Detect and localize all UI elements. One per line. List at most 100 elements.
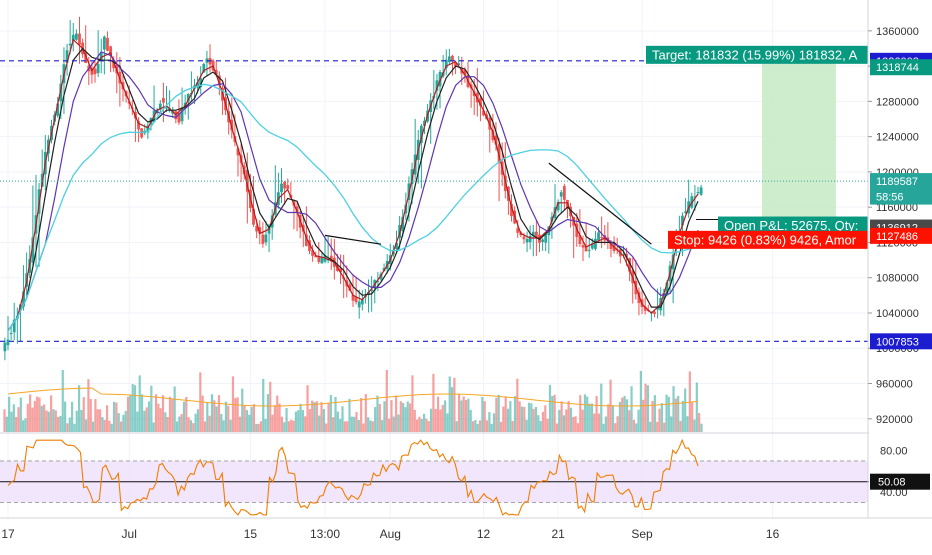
candle-body — [587, 249, 591, 251]
volume-bar — [630, 386, 633, 432]
volume-bar — [518, 401, 521, 432]
volume-bar — [483, 401, 486, 432]
volume-bar — [574, 416, 577, 432]
volume-bar — [628, 410, 631, 432]
volume-bar — [105, 405, 109, 432]
volume-bar — [551, 396, 554, 432]
volume-bar — [36, 396, 39, 432]
volume-bar — [432, 373, 435, 432]
volume-bar — [656, 421, 659, 432]
volume-bar — [82, 397, 85, 432]
price-badge-label: 1127486 — [876, 231, 918, 243]
volume-bar — [196, 409, 200, 432]
candle-body — [31, 237, 35, 263]
volume-bar — [75, 410, 78, 432]
candle-body — [74, 33, 78, 40]
volume-bar — [404, 407, 407, 432]
volume-bar — [674, 398, 677, 432]
candle-body — [653, 311, 656, 314]
price-badge-label: 1189587 — [876, 176, 918, 188]
candle-body — [348, 284, 352, 291]
volume-bar — [208, 415, 211, 432]
volume-bar — [700, 423, 703, 432]
candle-body — [528, 235, 532, 243]
volume-bar — [471, 421, 475, 432]
volume-bar — [29, 394, 32, 432]
volume-bar — [154, 394, 158, 432]
volume-bar — [502, 406, 505, 432]
candle-body — [401, 216, 405, 232]
candle-body — [90, 69, 94, 75]
candle-body — [351, 294, 355, 301]
candle-body — [367, 292, 370, 295]
open-pnl-label-bg — [718, 216, 868, 235]
volume-bar — [607, 404, 610, 432]
volume-bar — [248, 414, 251, 432]
candle-body — [245, 169, 249, 192]
volume-bar — [54, 410, 57, 432]
volume-bar — [569, 407, 573, 432]
volume-bar — [80, 409, 83, 432]
candle-body — [112, 60, 116, 69]
volume-bar — [362, 423, 365, 432]
volume-bar — [159, 408, 162, 432]
volume-bar — [395, 395, 398, 432]
candle-body — [165, 107, 168, 109]
volume-bar — [523, 406, 526, 432]
candle-body — [463, 69, 467, 76]
price-badge-label: 58:56 — [876, 192, 904, 204]
candle-body — [447, 56, 451, 63]
volume-bar — [103, 419, 106, 432]
rsi-pane — [0, 438, 932, 516]
candle-body — [357, 301, 361, 308]
candle-body — [308, 240, 311, 252]
volume-bar — [367, 417, 370, 432]
candle-body — [186, 94, 190, 102]
volume-bar — [301, 410, 304, 432]
time-tick-label: Sep — [631, 527, 653, 541]
candle-body — [665, 282, 669, 296]
volume-bar — [140, 394, 144, 432]
volume-bar — [667, 396, 670, 432]
volume-bar — [527, 402, 531, 432]
candle-body — [255, 225, 259, 232]
volume-bar — [474, 419, 477, 432]
candle-body — [6, 339, 10, 346]
volume-bar — [539, 421, 542, 432]
price-tick-label: 1280000 — [876, 96, 919, 108]
volume-bar — [413, 409, 416, 432]
ma-mid-line — [7, 47, 699, 331]
candle-body — [494, 135, 498, 145]
candle-body — [423, 120, 426, 126]
rsi-value-badge — [870, 473, 930, 490]
candle-body — [531, 231, 535, 237]
volume-bar — [318, 415, 321, 432]
volume-bar — [469, 409, 472, 432]
volume-bar — [52, 409, 55, 432]
candle-body — [304, 234, 308, 246]
candle-body — [102, 36, 106, 50]
candle-body — [217, 75, 221, 86]
candle-body — [106, 37, 109, 51]
volume-bar — [681, 400, 684, 432]
volume-bar — [490, 423, 493, 432]
volume-bar — [350, 416, 353, 432]
candle-body — [68, 43, 72, 46]
volume-bar — [341, 406, 344, 432]
volume-bar — [649, 421, 652, 432]
candle-body — [395, 242, 398, 249]
volume-bar — [383, 401, 386, 432]
volume-bar — [588, 403, 591, 432]
time-tick-label: 12 — [477, 527, 491, 541]
volume-bar — [299, 403, 302, 432]
volume-bar — [50, 395, 53, 432]
candle-body — [606, 237, 610, 240]
volume-bar — [625, 399, 629, 432]
volume-bar — [481, 396, 484, 432]
volume-bar — [45, 410, 48, 432]
candle-body — [311, 250, 314, 256]
volume-bar — [287, 421, 290, 432]
volume-bar — [537, 415, 540, 432]
